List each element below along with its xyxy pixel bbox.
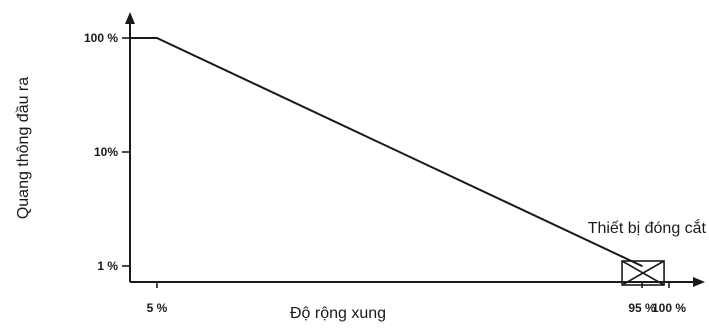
series-point (641, 265, 643, 267)
annotation-switch-device: Thiết bị đóng cắt (588, 218, 707, 237)
y-tick-label: 10% (94, 145, 118, 159)
switch-device-symbol (621, 260, 665, 286)
switch-box (621, 260, 665, 286)
series-line (130, 37, 643, 267)
y-tick-label: 100 % (84, 31, 118, 45)
x-tick-label: 5 % (147, 301, 168, 315)
switch-diagonal (621, 260, 665, 286)
x-tick-label: 95 % (628, 301, 656, 315)
x-axis-arrow (693, 277, 705, 287)
series-point (129, 37, 131, 39)
x-axis-label: Độ rộng xung (290, 305, 386, 322)
x-tick-label: 100 % (652, 301, 686, 315)
y-axis-arrow (125, 12, 135, 24)
y-tick-label: 1 % (97, 259, 118, 273)
series-point (156, 37, 158, 39)
y-axis-label: Quang thông đầu ra (15, 77, 32, 219)
